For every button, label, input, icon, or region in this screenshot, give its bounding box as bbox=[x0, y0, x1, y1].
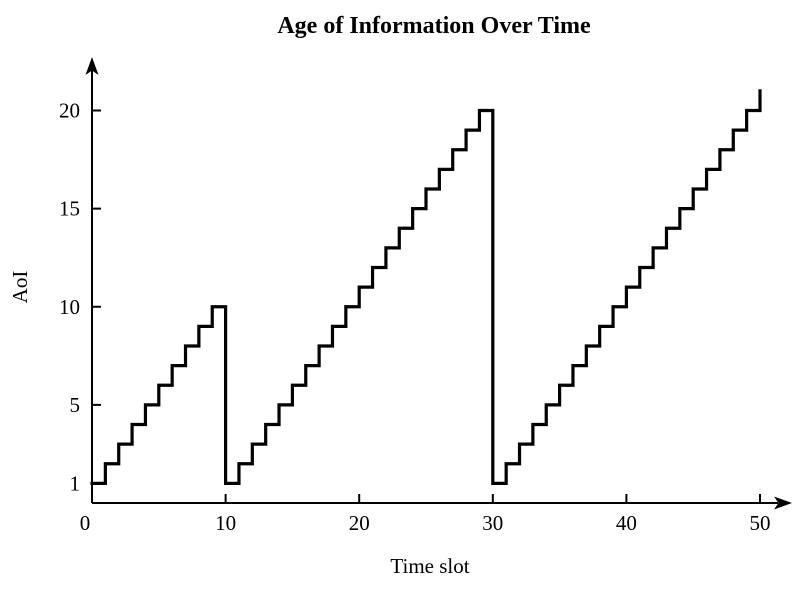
x-tick-label: 30 bbox=[482, 511, 503, 535]
x-axis-ticks: 0 10 20 30 40 50 bbox=[80, 494, 771, 535]
x-axis-arrow-icon bbox=[774, 496, 792, 510]
chart-title: Age of Information Over Time bbox=[277, 13, 591, 39]
x-tick-label: 40 bbox=[616, 511, 637, 535]
y-axis-arrow-icon bbox=[85, 57, 99, 75]
x-tick-label: 20 bbox=[349, 511, 370, 535]
aoi-step-line bbox=[90, 89, 762, 485]
y-axis-title: AoI bbox=[8, 271, 32, 304]
y-tick-label: 5 bbox=[70, 393, 81, 417]
y-tick-label: 15 bbox=[59, 197, 80, 221]
axes bbox=[85, 57, 792, 510]
y-tick-label: 20 bbox=[59, 99, 80, 123]
y-tick-label: 1 bbox=[70, 471, 81, 495]
x-tick-label: 50 bbox=[750, 511, 771, 535]
x-tick-label: 10 bbox=[215, 511, 236, 535]
x-axis-title: Time slot bbox=[390, 554, 469, 578]
x-tick-label: 0 bbox=[80, 511, 91, 535]
y-tick-label: 10 bbox=[59, 295, 80, 319]
